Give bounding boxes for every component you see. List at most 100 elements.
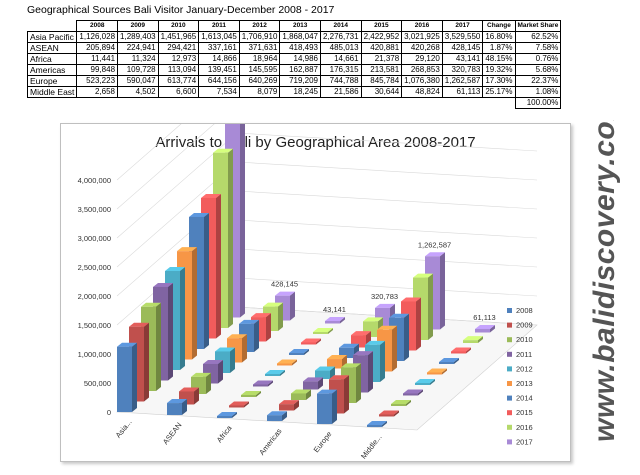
change-cell: 19.32% xyxy=(482,64,516,76)
bar-2012-2 xyxy=(265,370,285,376)
bar-top xyxy=(141,302,161,307)
header-cell: Market Share xyxy=(514,20,562,32)
header-cell: 2011 xyxy=(198,20,240,32)
value-cell: 113,094 xyxy=(157,64,200,76)
chart-plot: 0 500,000 1,000,000 1,500,000 2,000,000 2,500… xyxy=(78,124,538,461)
bar-top xyxy=(241,391,261,395)
category-label: ASEAN xyxy=(161,421,184,447)
bar-side xyxy=(192,247,197,360)
bar-2009-3 xyxy=(279,400,299,411)
bar-top xyxy=(191,372,211,377)
bar-front xyxy=(317,393,332,424)
bar-side xyxy=(244,401,249,408)
bar-front xyxy=(303,381,318,390)
bar-front xyxy=(229,405,244,408)
bar-front xyxy=(463,340,478,343)
value-cell: 420,881 xyxy=(360,42,403,54)
y-tick-label: 2,000,000 xyxy=(78,292,111,301)
value-cell: 14,661 xyxy=(319,53,362,65)
legend-label: 2017 xyxy=(516,437,533,446)
gridline xyxy=(116,124,215,210)
value-cell: 613,774 xyxy=(157,75,200,87)
value-cell: 320,783 xyxy=(441,64,484,76)
total-share-cell: 100.00% xyxy=(514,97,562,109)
category-label: Americas xyxy=(257,427,283,457)
value-cell: 18,245 xyxy=(279,86,321,98)
empty-cell xyxy=(118,98,159,109)
bar-top xyxy=(229,401,249,406)
bar-front xyxy=(439,362,454,364)
bar-2014-2 xyxy=(289,349,309,355)
bar-side xyxy=(266,313,271,342)
bar-side xyxy=(230,347,235,373)
bar-side xyxy=(240,124,245,318)
bar-2013-5 xyxy=(427,368,447,375)
empty-cell xyxy=(402,98,443,109)
bar-side xyxy=(394,410,399,417)
bar-top xyxy=(215,347,235,352)
empty-cell xyxy=(239,98,280,109)
bar-top xyxy=(239,319,259,324)
value-cell: 2,658 xyxy=(76,86,119,98)
bar-2009-5 xyxy=(379,410,399,417)
bar-2008-2 xyxy=(217,412,237,418)
y-tick-label: 4,000,000 xyxy=(78,176,111,185)
value-cell: 61,113 xyxy=(441,86,484,98)
value-cell: 205,894 xyxy=(76,42,119,54)
bar-side xyxy=(144,322,149,402)
bar-top xyxy=(117,342,137,347)
value-cell: 48,824 xyxy=(401,86,443,98)
bar-top xyxy=(403,389,423,394)
bar-front xyxy=(451,351,466,354)
value-cell: 109,728 xyxy=(117,64,159,76)
bar-top xyxy=(227,334,247,339)
value-cell: 7,534 xyxy=(198,86,240,98)
legend-swatch xyxy=(507,424,512,430)
legend-swatch xyxy=(507,322,512,328)
value-cell: 176,315 xyxy=(319,64,362,76)
bar-top xyxy=(203,359,223,364)
table-row: ASEAN 205,894 224,941 294,421 337,161 371,631… xyxy=(26,42,562,54)
change-cell: 25.17% xyxy=(482,86,516,98)
bar-front xyxy=(279,404,294,411)
bar-top xyxy=(217,412,237,416)
bar-side xyxy=(440,252,445,330)
bar-front xyxy=(167,403,182,415)
bar-side xyxy=(430,379,435,385)
value-cell: 3,021,925 xyxy=(401,31,443,43)
empty-cell xyxy=(442,98,483,109)
bar-front xyxy=(117,346,132,412)
legend-swatch xyxy=(507,366,512,372)
bar-side xyxy=(194,387,199,405)
bar-side xyxy=(268,380,273,387)
bar-top xyxy=(365,340,385,345)
bar-top xyxy=(425,252,445,257)
bar-front xyxy=(313,332,328,334)
share-cell: 0.76% xyxy=(514,53,562,65)
value-cell: 1,868,047 xyxy=(279,31,321,43)
header-cell: 2014 xyxy=(319,20,362,32)
bar-front xyxy=(403,393,418,396)
bar-top xyxy=(451,347,471,352)
value-cell: 1,262,587 xyxy=(441,75,484,87)
legend-swatch xyxy=(507,410,512,416)
bar-side xyxy=(416,297,421,351)
value-cell: 145,595 xyxy=(238,64,281,76)
value-cell: 294,421 xyxy=(157,42,200,54)
bar-top xyxy=(291,389,311,394)
bar-side xyxy=(168,282,173,381)
bar-top xyxy=(317,389,337,394)
bar-side xyxy=(280,370,285,376)
empty-cell xyxy=(158,98,199,109)
bar-side xyxy=(392,325,397,372)
bar-side xyxy=(180,266,185,370)
legend-swatch xyxy=(507,381,512,386)
value-cell: 11,324 xyxy=(117,53,159,65)
legend-swatch xyxy=(507,351,512,357)
category-label: Europe xyxy=(312,430,334,455)
value-cell: 4,502 xyxy=(117,86,159,98)
empty-cell xyxy=(361,98,402,109)
bar-top xyxy=(213,148,233,153)
bar-top xyxy=(275,291,295,296)
value-cell: 845,784 xyxy=(360,75,403,87)
